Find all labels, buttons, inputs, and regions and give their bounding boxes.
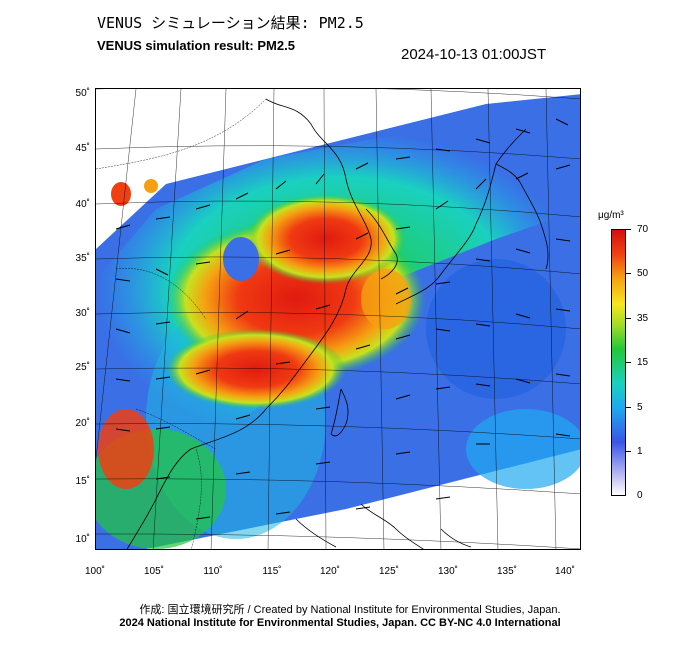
lon-label-140: 140˚ xyxy=(554,566,576,577)
colorbar-tick xyxy=(626,273,631,274)
lat-label-20: 20˚ xyxy=(75,418,90,429)
colorbar-tick xyxy=(626,407,631,408)
colorbar-tick xyxy=(626,229,631,230)
credit-line-1: 作成: 国立環境研究所 / Created by National Instit… xyxy=(139,604,561,616)
colorbar-label-5: 5 xyxy=(637,402,643,413)
lon-label-130: 130˚ xyxy=(437,566,459,577)
lon-label-105: 105˚ xyxy=(143,566,165,577)
lat-label-40: 40˚ xyxy=(75,199,90,210)
coastlines xyxy=(126,98,549,549)
lon-label-110: 110˚ xyxy=(203,566,223,577)
title-japanese: VENUS シミュレーション結果: PM2.5 xyxy=(97,14,364,32)
pm25-map xyxy=(95,88,581,550)
graticule xyxy=(96,89,580,549)
lon-label-120: 120˚ xyxy=(319,566,341,577)
colorbar xyxy=(611,229,626,496)
colorbar-tick xyxy=(626,362,631,363)
lat-label-50: 50˚ xyxy=(75,88,90,99)
borders xyxy=(96,98,267,549)
colorbar-tick xyxy=(626,318,631,319)
colorbar-label-35: 35 xyxy=(637,313,649,324)
lon-label-125: 125˚ xyxy=(378,566,400,577)
map-canvas xyxy=(96,89,580,549)
lat-label-25: 25˚ xyxy=(75,362,90,373)
wind-vectors xyxy=(115,118,571,520)
colorbar-label-70: 70 xyxy=(637,224,649,235)
colorbar-tick xyxy=(626,451,631,452)
lat-label-30: 30˚ xyxy=(75,308,90,319)
lat-label-10: 10˚ xyxy=(75,534,90,545)
colorbar-unit: μg/m³ xyxy=(598,210,624,221)
lon-label-115: 115˚ xyxy=(262,566,282,577)
timestamp: 2024-10-13 01:00JST xyxy=(401,46,547,63)
title-english: VENUS simulation result: PM2.5 xyxy=(97,38,295,53)
lon-label-135: 135˚ xyxy=(496,566,518,577)
colorbar-label-0: 0 xyxy=(637,490,643,501)
lat-label-35: 35˚ xyxy=(75,253,90,264)
colorbar-label-50: 50 xyxy=(637,268,649,279)
lat-label-15: 15˚ xyxy=(75,476,90,487)
credit-line-2: 2024 National Institute for Environmenta… xyxy=(119,617,561,629)
lat-label-45: 45˚ xyxy=(75,143,90,154)
simulation-domain xyxy=(96,94,580,549)
colorbar-label-1: 1 xyxy=(637,446,643,457)
lon-label-100: 100˚ xyxy=(84,566,106,577)
colorbar-label-15: 15 xyxy=(637,357,649,368)
